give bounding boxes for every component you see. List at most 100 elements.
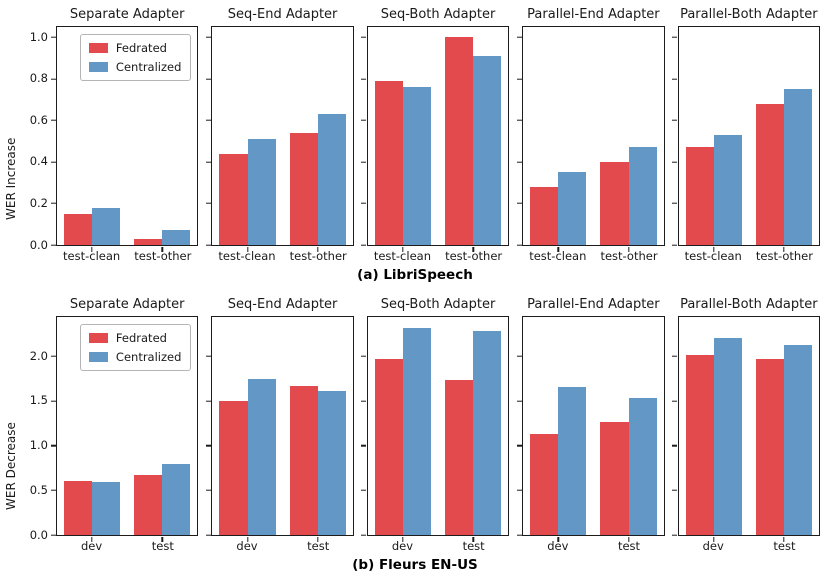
y-tick-mark [361,36,367,39]
x-category-label: test-other [134,249,192,263]
y-tick-mark [516,489,522,492]
y-tick-mark [50,400,56,402]
bar-centralized [473,331,502,535]
x-axis-labels: dev test [367,536,509,554]
bar-group-test-clean [219,27,276,245]
x-tick-mark [472,536,474,542]
bar-fedrated [530,434,559,535]
x-tick-mark [91,536,93,542]
x-axis-labels: test-clean test-other [522,246,664,264]
y-tick-mark [361,202,367,205]
bar-fedrated [374,80,403,245]
chart-row-fleurs: WER Decrease Separate Adapter 0.0 0.5 1.0 1.5… [0,290,830,580]
x-category-label: test-clean [218,249,276,263]
bar-group-test-other [445,27,502,245]
bar-fedrated [289,132,318,245]
plot-area [205,316,354,542]
bar-centralized [162,463,191,535]
y-tick-mark [361,489,367,492]
x-category-label: test-clean [684,249,742,263]
bar-centralized [247,139,276,245]
y-tick-mark [672,489,678,492]
x-category-label: test [617,539,641,553]
x-tick-mark [627,246,630,252]
bar-fedrated [445,379,474,535]
x-tick-mark [161,246,163,252]
y-tick-label: 0.6 [29,112,48,127]
x-category-label: dev [547,539,569,553]
x-tick-mark [91,246,93,252]
subplot-title: Separate Adapter [69,297,185,312]
bar-group-dev [374,317,431,535]
x-axis-labels: dev test [211,536,353,554]
legend-swatch-icon [88,352,108,362]
subplot-title: Seq-Both Adapter [380,7,496,22]
y-tick-mark [50,202,56,205]
subplot-seq-both-adapter: Seq-Both Adapter dev test [361,290,510,554]
y-tick-mark [205,244,211,246]
y-tick-mark [361,400,367,402]
y-tick-mark [516,78,522,80]
y-tick-label: 0.0 [29,237,48,252]
x-category-label: test [151,539,174,553]
legend-item-fedrated: Fedrated [88,331,181,345]
y-tick-mark [672,119,678,122]
bar-group-test [755,317,812,535]
x-category-label: test-clean [373,249,431,263]
legend-item-centralized: Centralized [88,350,181,364]
plot-area [205,26,354,252]
bar-fedrated [134,475,163,535]
x-tick-mark [317,536,319,542]
y-tick-mark [50,489,56,492]
y-tick-mark [516,161,522,163]
y-tick-mark [205,534,211,536]
y-tick-label: 2.0 [29,348,48,363]
bar-fedrated [600,421,629,535]
bar-centralized [92,207,121,245]
x-category-label: dev [236,539,258,553]
y-tick-mark [361,444,367,447]
y-tick-label: 0.8 [29,71,48,86]
bar-centralized [628,398,657,535]
y-tick-mark [672,355,678,358]
row-caption: (b) Fleurs EN-US [352,557,478,573]
plot-area: 0.0 0.5 1.0 1.5 2.0 Fedrated Centralized [30,316,199,542]
x-tick-mark [317,246,319,252]
y-tick-mark [50,119,56,122]
y-tick-mark [205,202,211,205]
bar-centralized [783,89,812,245]
y-tick-mark [672,400,678,402]
bar-fedrated [289,385,318,535]
y-tick-label: 1.5 [29,393,48,408]
legend-item-centralized: Centralized [88,60,182,74]
y-tick-mark [672,78,678,80]
bar-fedrated [530,186,559,245]
plot-area [672,316,821,542]
chart-row-plots: WER Decrease Separate Adapter 0.0 0.5 1.0 1.5… [0,290,830,554]
x-category-label: test [462,539,485,553]
y-tick-mark [516,119,522,122]
legend: Fedrated Centralized [79,34,192,81]
chart-row-plots: WER Increase Separate Adapter 0.0 0.2 0.4 0.6… [0,0,830,264]
subplot-title: Seq-End Adapter [227,7,338,22]
y-tick-mark [205,355,211,358]
y-tick-mark [672,444,678,447]
bar-group-test-other [600,27,657,245]
x-category-label: test-clean [529,249,587,263]
bar-group-test-clean [64,27,121,245]
legend-label: Centralized [115,60,182,74]
y-axis-label: WER Decrease [4,422,18,510]
x-category-label: test-other [289,249,347,263]
y-tick-mark [205,119,211,122]
x-tick-mark [713,246,715,252]
bar-centralized [558,172,587,245]
subplot-title: Parallel-Both Adapter [680,7,818,22]
subplot-separate-adapter: Separate Adapter 0.0 0.2 0.4 0.6 0.8 1.0 Fedrat… [30,0,199,264]
y-tick-mark [361,244,367,246]
bar-fedrated [755,359,784,535]
y-tick-mark [516,444,522,447]
bar-centralized [628,147,657,245]
bar-fedrated [134,238,163,245]
y-tick-mark [516,534,522,536]
plot-area [672,26,821,252]
